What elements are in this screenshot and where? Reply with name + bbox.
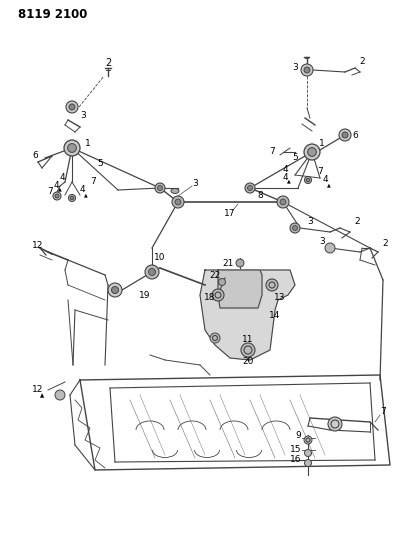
Circle shape: [155, 183, 164, 193]
Circle shape: [111, 287, 118, 294]
Polygon shape: [200, 270, 294, 360]
Circle shape: [108, 283, 122, 297]
Text: ▲: ▲: [326, 182, 330, 188]
Circle shape: [304, 459, 311, 466]
Circle shape: [70, 196, 74, 200]
Text: 1: 1: [318, 139, 324, 148]
Text: 7: 7: [90, 177, 96, 187]
Text: 5: 5: [97, 158, 103, 167]
Text: 20: 20: [242, 358, 253, 367]
Text: 2: 2: [381, 239, 387, 248]
Circle shape: [304, 176, 311, 183]
Text: 13: 13: [274, 294, 285, 303]
Text: 7: 7: [379, 408, 385, 416]
Circle shape: [327, 417, 341, 431]
Circle shape: [303, 144, 319, 160]
Text: 7: 7: [47, 188, 53, 197]
Text: 3: 3: [306, 216, 312, 225]
Text: 16: 16: [290, 456, 301, 464]
Circle shape: [292, 225, 297, 230]
Text: 4: 4: [53, 181, 58, 190]
Circle shape: [211, 289, 223, 301]
Text: 9: 9: [294, 431, 300, 440]
Circle shape: [338, 129, 350, 141]
Text: 21: 21: [222, 259, 233, 268]
Text: ▲: ▲: [286, 179, 290, 183]
Text: 11: 11: [242, 335, 253, 344]
Text: 18: 18: [204, 294, 215, 303]
Text: ▲: ▲: [58, 187, 62, 191]
Text: 6: 6: [351, 131, 357, 140]
Circle shape: [172, 196, 184, 208]
Circle shape: [68, 195, 75, 201]
Circle shape: [276, 196, 288, 208]
Text: 3: 3: [318, 238, 324, 246]
Text: ▲: ▲: [40, 393, 44, 399]
Circle shape: [209, 333, 220, 343]
Text: 4: 4: [281, 166, 287, 174]
Text: 10: 10: [154, 254, 165, 262]
Text: 19: 19: [139, 290, 151, 300]
Circle shape: [265, 279, 277, 291]
Circle shape: [306, 178, 309, 182]
Text: 6: 6: [32, 150, 38, 159]
Circle shape: [289, 223, 299, 233]
Text: 7: 7: [316, 167, 322, 176]
Text: 12: 12: [32, 240, 44, 249]
Text: ▲: ▲: [84, 192, 88, 198]
Text: 1: 1: [85, 139, 91, 148]
Text: 8: 8: [256, 190, 262, 199]
Circle shape: [66, 101, 78, 113]
Circle shape: [341, 132, 347, 138]
Circle shape: [55, 194, 59, 198]
Text: 4: 4: [281, 173, 287, 182]
Circle shape: [53, 192, 61, 200]
Text: 17: 17: [224, 209, 235, 219]
Text: 4: 4: [79, 185, 85, 195]
Text: 7: 7: [268, 148, 274, 157]
Circle shape: [157, 185, 162, 190]
Circle shape: [145, 265, 159, 279]
Text: 3: 3: [291, 62, 297, 71]
Text: 5: 5: [291, 154, 297, 163]
Circle shape: [148, 269, 155, 276]
Circle shape: [218, 279, 225, 286]
Circle shape: [279, 199, 285, 205]
Circle shape: [67, 143, 76, 152]
Text: 4: 4: [59, 174, 65, 182]
Circle shape: [247, 185, 252, 190]
Circle shape: [300, 64, 312, 76]
Circle shape: [64, 140, 80, 156]
Circle shape: [69, 104, 75, 110]
Circle shape: [304, 449, 311, 456]
Circle shape: [236, 259, 243, 267]
Text: 8119 2100: 8119 2100: [18, 7, 87, 20]
Text: 2: 2: [353, 217, 359, 227]
Polygon shape: [218, 270, 261, 308]
Circle shape: [55, 390, 65, 400]
Text: 12: 12: [32, 385, 44, 394]
Text: 4: 4: [321, 175, 327, 184]
Circle shape: [303, 436, 311, 444]
Text: 22: 22: [209, 271, 220, 280]
Text: 15: 15: [290, 446, 301, 455]
Circle shape: [240, 343, 254, 357]
Text: 3: 3: [80, 111, 85, 120]
Circle shape: [303, 67, 309, 73]
Text: 3: 3: [192, 179, 198, 188]
Circle shape: [245, 183, 254, 193]
Circle shape: [307, 148, 316, 156]
Circle shape: [175, 199, 180, 205]
Text: 2: 2: [105, 58, 111, 68]
Circle shape: [324, 243, 334, 253]
Text: 14: 14: [269, 311, 280, 319]
Text: 2: 2: [358, 58, 364, 67]
Ellipse shape: [171, 189, 179, 193]
